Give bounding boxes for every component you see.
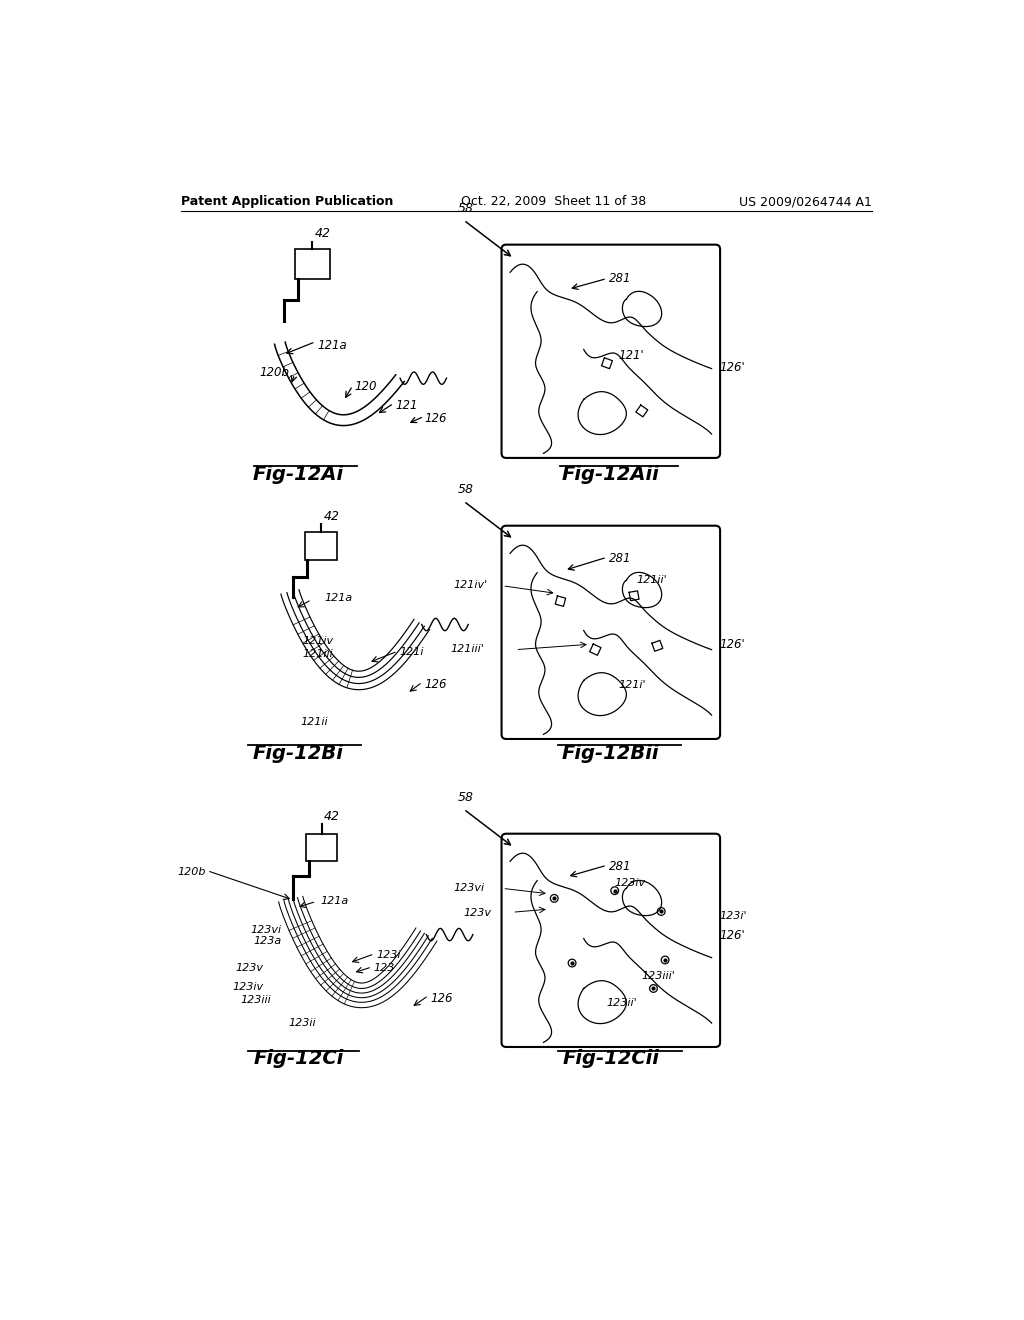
Text: 121a: 121a (317, 339, 347, 351)
Text: 121ii': 121ii' (636, 576, 667, 585)
Text: 281: 281 (608, 859, 631, 873)
Text: 121iii: 121iii (302, 649, 333, 659)
Text: 123iv: 123iv (614, 878, 646, 888)
Text: 126': 126' (719, 929, 745, 942)
Text: 123i: 123i (376, 950, 400, 960)
Text: Oct. 22, 2009  Sheet 11 of 38: Oct. 22, 2009 Sheet 11 of 38 (461, 195, 646, 209)
Text: 120b: 120b (260, 367, 290, 379)
Text: Patent Application Publication: Patent Application Publication (180, 195, 393, 209)
Text: 123iii': 123iii' (642, 970, 676, 981)
Text: Fig-12Bi: Fig-12Bi (253, 743, 344, 763)
Text: 58: 58 (458, 792, 474, 804)
FancyBboxPatch shape (502, 834, 720, 1047)
Text: 120b: 120b (177, 867, 206, 876)
Text: 123vi: 123vi (250, 924, 282, 935)
Text: 123i': 123i' (719, 911, 746, 921)
Text: 123ii: 123ii (289, 1019, 316, 1028)
Text: 126: 126 (430, 991, 453, 1005)
Text: Fig-12Cii: Fig-12Cii (562, 1049, 659, 1068)
Text: 121i': 121i' (618, 681, 646, 690)
Text: 121i: 121i (399, 647, 424, 657)
Text: 123vi: 123vi (454, 883, 484, 892)
Text: 121a: 121a (321, 896, 348, 906)
Text: US 2009/0264744 A1: US 2009/0264744 A1 (739, 195, 872, 209)
Text: 123v: 123v (464, 908, 492, 917)
Text: 123a: 123a (253, 936, 282, 946)
Bar (305, 532, 337, 560)
Text: Fig-12Bii: Fig-12Bii (562, 743, 659, 763)
Text: 121iv': 121iv' (454, 581, 487, 590)
Text: Fig-12Ci: Fig-12Ci (253, 1049, 344, 1068)
FancyBboxPatch shape (502, 244, 720, 458)
Text: 42: 42 (324, 810, 339, 822)
Text: 281: 281 (608, 552, 631, 565)
Text: 123v: 123v (236, 964, 263, 973)
Text: 126': 126' (719, 360, 745, 374)
Text: 120: 120 (354, 380, 377, 393)
Text: 121iii': 121iii' (451, 644, 484, 655)
Text: 281: 281 (608, 272, 631, 285)
Text: 126': 126' (719, 638, 745, 651)
Text: 121iv: 121iv (302, 636, 334, 645)
Text: 42: 42 (324, 510, 340, 523)
Text: 58: 58 (458, 483, 474, 496)
FancyBboxPatch shape (502, 525, 720, 739)
Text: 58: 58 (458, 202, 474, 215)
Text: 121a: 121a (324, 594, 352, 603)
Text: 123: 123 (374, 964, 395, 973)
Text: 121: 121 (395, 400, 418, 412)
Text: Fig-12Aii: Fig-12Aii (562, 465, 659, 484)
Text: 123iii: 123iii (241, 995, 271, 1006)
Text: 121ii: 121ii (300, 717, 328, 726)
Text: 126: 126 (424, 678, 446, 692)
Bar (306, 834, 337, 861)
Text: 123ii': 123ii' (607, 998, 638, 1008)
Text: 121': 121' (618, 350, 644, 363)
Text: Fig-12Ai: Fig-12Ai (253, 465, 344, 484)
Bar (295, 249, 331, 279)
Text: 126: 126 (425, 412, 447, 425)
Text: 123iv: 123iv (232, 982, 263, 993)
Text: 42: 42 (314, 227, 331, 240)
